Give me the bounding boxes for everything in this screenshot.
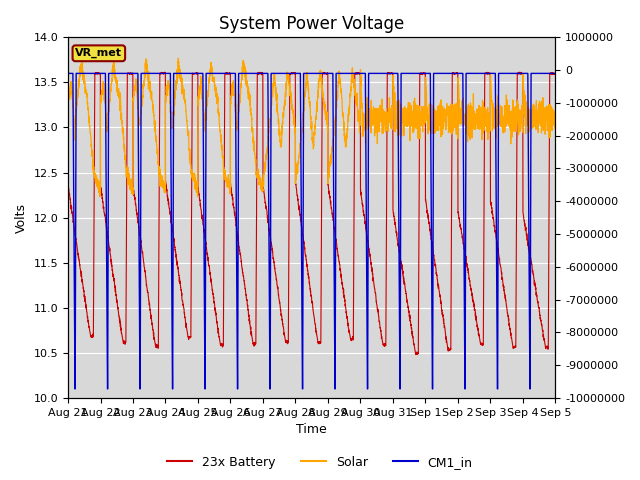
Legend: 23x Battery, Solar, CM1_in: 23x Battery, Solar, CM1_in xyxy=(163,451,477,474)
X-axis label: Time: Time xyxy=(296,423,327,436)
Y-axis label: Volts: Volts xyxy=(15,203,28,233)
Title: System Power Voltage: System Power Voltage xyxy=(219,15,404,33)
Text: VR_met: VR_met xyxy=(76,48,122,59)
